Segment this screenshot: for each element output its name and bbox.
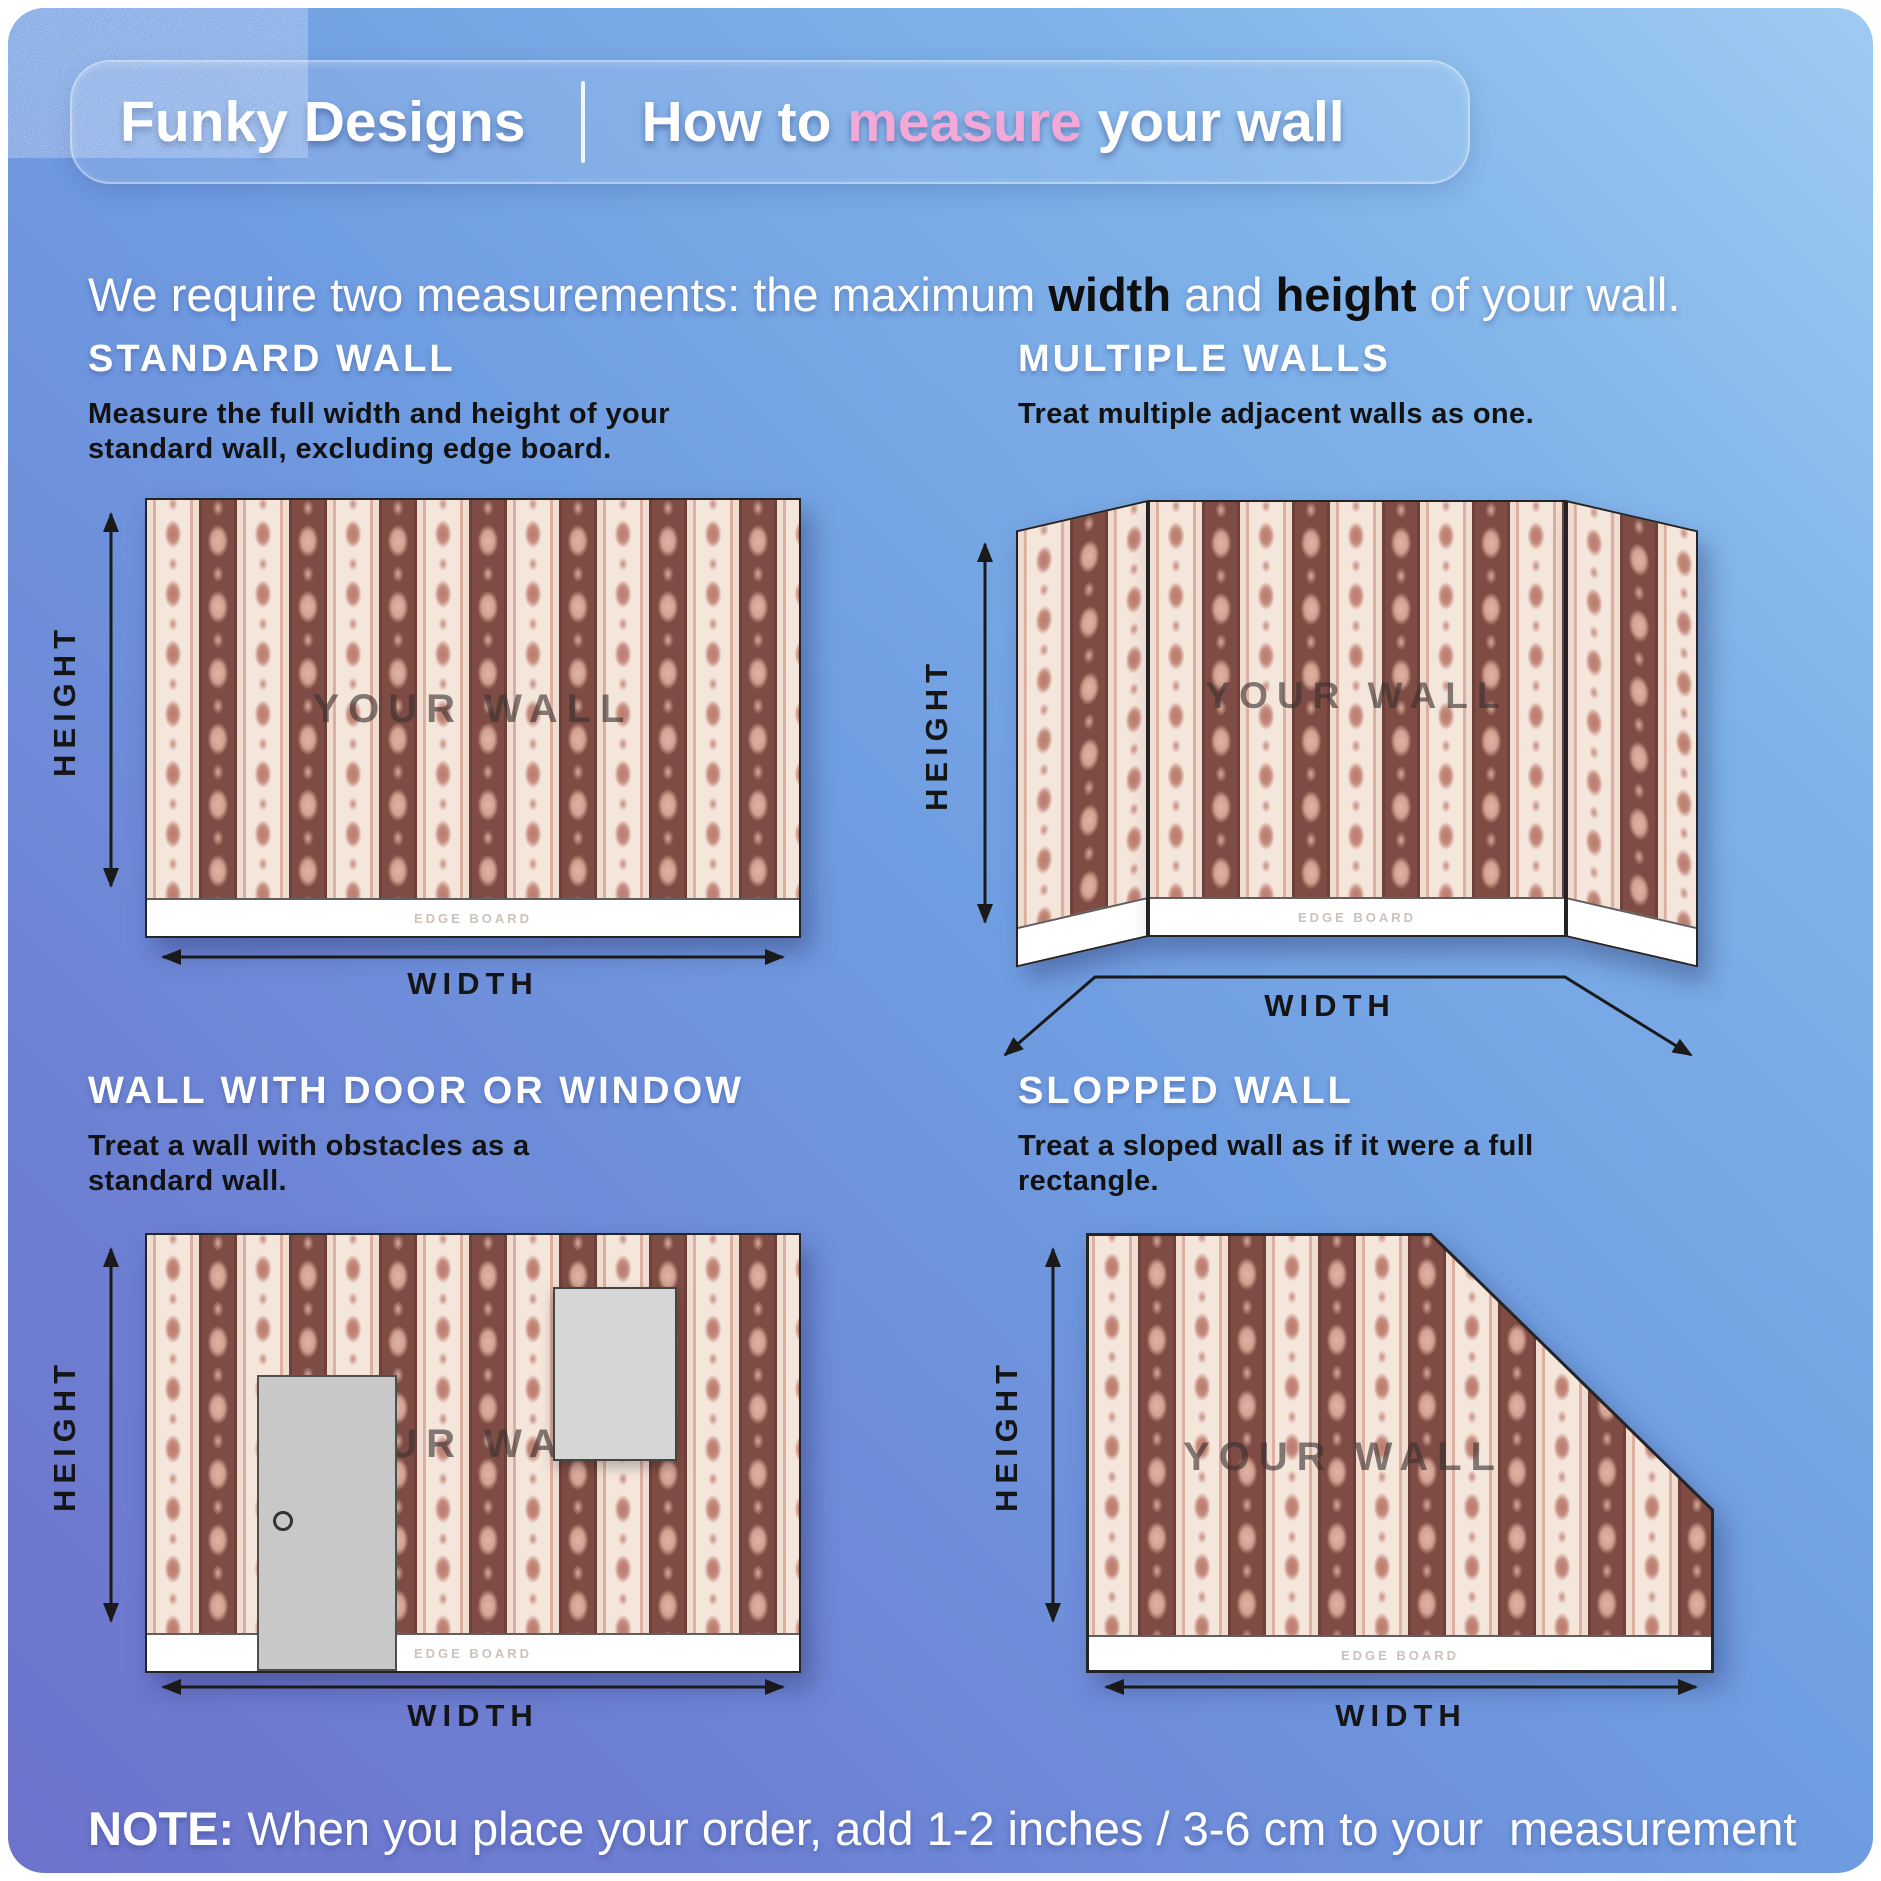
- intro-text: We require two measurements: the maximum…: [88, 267, 1848, 322]
- section-title: SLOPPED WALL: [1018, 1070, 1354, 1112]
- height-arrow: [103, 512, 119, 888]
- height-arrow: [977, 542, 993, 924]
- intro-width-word: width: [1048, 268, 1172, 321]
- intro-pre: We require two measurements: the maximum: [88, 268, 1049, 321]
- watermark-your-wall: YOUR WALL: [312, 1422, 634, 1467]
- note-label: NOTE:: [88, 1802, 235, 1855]
- wallpaper: YOUR WALL EDGE BOARD: [1086, 1233, 1714, 1673]
- edge-board-label: EDGE BOARD: [1297, 909, 1417, 925]
- header-divider: |: [581, 81, 586, 163]
- wall-panel-center: YOUR WALL EDGE BOARD: [1148, 500, 1566, 937]
- title-highlight: measure: [847, 90, 1082, 154]
- height-label: HEIGHT: [919, 657, 954, 811]
- section-standard-wall: STANDARD WALL Measure the full width and…: [88, 338, 768, 467]
- window: [553, 1287, 677, 1461]
- section-description: Treat a sloped wall as if it were a full…: [1018, 1130, 1534, 1197]
- edge-board-label: EDGE BOARD: [413, 1645, 533, 1661]
- edge-board: EDGE BOARD: [1150, 897, 1564, 935]
- section-description: Treat multiple adjacent walls as one.: [1018, 398, 1535, 430]
- page-title-post: your wall: [1081, 90, 1345, 154]
- width-label: WIDTH: [407, 1698, 539, 1733]
- note-text: NOTE: When you place your order, add 1-2…: [88, 1793, 1828, 1873]
- width-arrow: [1104, 1679, 1698, 1695]
- intro-mid: and: [1171, 268, 1276, 321]
- height-label: HEIGHT: [47, 1358, 82, 1512]
- width-label: WIDTH: [1264, 988, 1396, 1023]
- note-line1: When you place your order, add 1-2 inche…: [234, 1802, 1797, 1855]
- section-door-window: WALL WITH DOOR OR WINDOW Treat a wall wi…: [88, 1070, 744, 1199]
- brand-title: Funky Designs: [120, 90, 526, 154]
- section-title: MULTIPLE WALLS: [1018, 338, 1391, 380]
- section-description: Measure the full width and height of you…: [88, 398, 670, 465]
- page-title: How to measure your wall: [641, 89, 1344, 155]
- edge-board: EDGE BOARD: [1086, 1635, 1714, 1673]
- width-arrow: [161, 949, 785, 965]
- section-title: WALL WITH DOOR OR WINDOW: [88, 1070, 744, 1112]
- header: Funky Designs | How to measure your wall: [70, 60, 1470, 184]
- height-label: HEIGHT: [47, 623, 82, 777]
- section-multiple-walls: MULTIPLE WALLS Treat multiple adjacent w…: [1018, 338, 1738, 432]
- section-title: STANDARD WALL: [88, 338, 456, 380]
- wall-panel-right: [1566, 500, 1698, 968]
- section-description: Treat a wall with obstacles as a standar…: [88, 1130, 530, 1197]
- edge-board-label: EDGE BOARD: [413, 910, 533, 926]
- background-panel: Funky Designs | How to measure your wall…: [8, 8, 1873, 1873]
- width-label: WIDTH: [1335, 1698, 1467, 1733]
- watermark-your-wall: YOUR WALL: [1182, 1435, 1504, 1480]
- width-arrow: [1003, 975, 1693, 1057]
- watermark-your-wall: YOUR WALL: [312, 687, 634, 732]
- height-label: HEIGHT: [989, 1358, 1024, 1512]
- intro-post: of your wall.: [1416, 268, 1681, 321]
- door: [257, 1375, 397, 1671]
- wall-panel-left: [1016, 500, 1148, 968]
- wall-panel: YOUR WALL EDGE BOARD: [145, 1233, 801, 1673]
- sloped-wall-outline: [1086, 1233, 1714, 1673]
- wall-panel: YOUR WALL EDGE BOARD: [1086, 1233, 1714, 1673]
- edge-board: EDGE BOARD: [147, 898, 799, 936]
- edge-board: [1568, 897, 1696, 966]
- watermark-your-wall: YOUR WALL: [1205, 675, 1509, 717]
- height-arrow: [103, 1247, 119, 1623]
- edge-board-label: EDGE BOARD: [1340, 1647, 1460, 1663]
- height-arrow: [1045, 1247, 1061, 1623]
- page-title-pre: How to: [641, 90, 848, 154]
- edge-board: [1018, 897, 1146, 966]
- edge-board: EDGE BOARD: [147, 1633, 799, 1671]
- width-label: WIDTH: [407, 966, 539, 1001]
- width-arrow: [161, 1679, 785, 1695]
- wall-panel: YOUR WALL EDGE BOARD: [145, 498, 801, 938]
- door-knob-icon: [273, 1511, 293, 1532]
- intro-height-word: height: [1275, 268, 1417, 321]
- section-sloped-wall: SLOPPED WALL Treat a sloped wall as if i…: [1018, 1070, 1658, 1199]
